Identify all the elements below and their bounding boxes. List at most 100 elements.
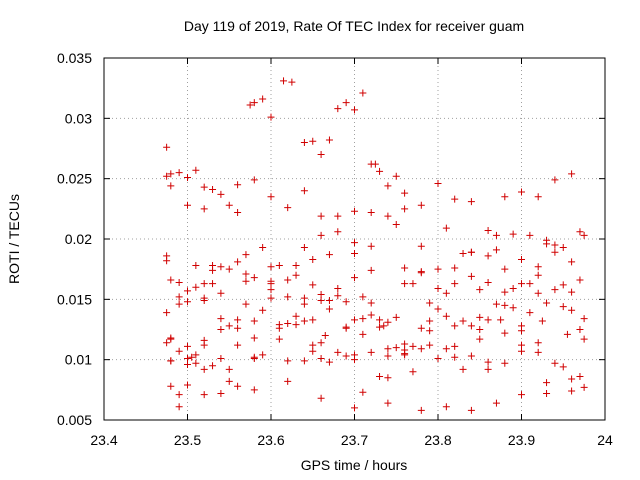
data-point (518, 188, 525, 196)
data-point (384, 374, 392, 382)
y-tick-label: 0.025 (57, 171, 92, 187)
data-point (192, 359, 200, 367)
data-point (259, 306, 267, 314)
data-point (417, 345, 425, 353)
data-point (351, 404, 358, 412)
data-point (234, 341, 242, 349)
data-point (451, 280, 459, 288)
data-point (467, 406, 475, 414)
data-point (580, 335, 588, 343)
data-point (576, 276, 584, 284)
data-point (442, 224, 450, 232)
data-point (576, 373, 584, 381)
data-point (484, 227, 492, 235)
data-point (534, 263, 542, 271)
data-point (321, 332, 329, 340)
data-point (217, 190, 225, 198)
data-point (192, 166, 200, 174)
data-point (367, 299, 375, 307)
data-point (351, 249, 358, 257)
data-point (509, 230, 517, 238)
data-point (384, 399, 392, 407)
data-point (426, 299, 434, 307)
data-point (459, 317, 467, 325)
y-tick-labels: 0.005 0.01 0.015 0.02 0.025 0.03 0.035 (57, 50, 92, 428)
data-point (163, 309, 171, 317)
data-point (434, 265, 442, 273)
data-point (317, 291, 325, 299)
data-point (568, 258, 576, 266)
data-point (417, 242, 425, 250)
data-point (476, 286, 484, 294)
data-point (175, 293, 183, 301)
data-point (409, 280, 417, 288)
data-point (426, 317, 434, 325)
data-point (317, 151, 325, 159)
data-point (200, 391, 208, 399)
data-point (568, 387, 576, 395)
data-point (568, 306, 576, 314)
data-point (234, 316, 242, 324)
data-point (250, 176, 258, 184)
data-point (242, 251, 250, 259)
x-tick-label: 23.8 (424, 432, 451, 448)
data-point (334, 348, 342, 356)
data-point (467, 272, 475, 280)
data-point (467, 248, 475, 256)
data-point (184, 354, 191, 362)
y-tick-label: 0.01 (65, 352, 92, 368)
data-point (492, 231, 500, 239)
data-point (267, 286, 275, 294)
data-point (217, 315, 225, 323)
data-point (292, 271, 300, 279)
data-point (380, 322, 388, 330)
data-point (568, 288, 576, 296)
data-point (342, 352, 350, 360)
data-point (209, 266, 217, 274)
data-point (188, 353, 196, 361)
data-point (351, 274, 358, 282)
data-point (401, 205, 409, 213)
data-point (484, 278, 492, 286)
data-point (467, 352, 475, 360)
data-point (217, 289, 225, 297)
data-point (192, 262, 200, 270)
data-point (234, 382, 242, 390)
data-point (163, 143, 171, 151)
data-point (192, 283, 200, 291)
data-point (492, 246, 500, 254)
data-point (384, 318, 392, 326)
data-point (484, 316, 492, 324)
data-point (325, 358, 333, 366)
data-point (484, 365, 492, 373)
data-point (497, 316, 505, 324)
data-point (367, 266, 375, 274)
data-point (526, 309, 534, 317)
data-point (459, 365, 467, 373)
data-point (392, 344, 400, 352)
x-tick-label: 23.9 (508, 432, 535, 448)
data-point (184, 201, 191, 209)
x-axis-label: GPS time / hours (301, 457, 408, 473)
data-point (309, 341, 317, 349)
data-point (518, 280, 525, 288)
data-point (401, 189, 409, 197)
data-point (384, 182, 392, 190)
data-point (317, 354, 325, 362)
data-point (501, 329, 509, 337)
data-point (417, 201, 425, 209)
data-point (175, 347, 183, 355)
data-point (167, 357, 175, 365)
data-point (401, 264, 409, 272)
data-point (501, 301, 509, 309)
data-point (284, 357, 292, 365)
data-point (409, 342, 417, 350)
data-point (317, 212, 325, 220)
data-point (367, 348, 375, 356)
data-point (259, 351, 267, 359)
y-tick-label: 0.03 (65, 110, 92, 126)
data-point (163, 339, 171, 347)
data-point (543, 236, 551, 244)
data-point (376, 167, 384, 175)
data-point (225, 201, 233, 209)
